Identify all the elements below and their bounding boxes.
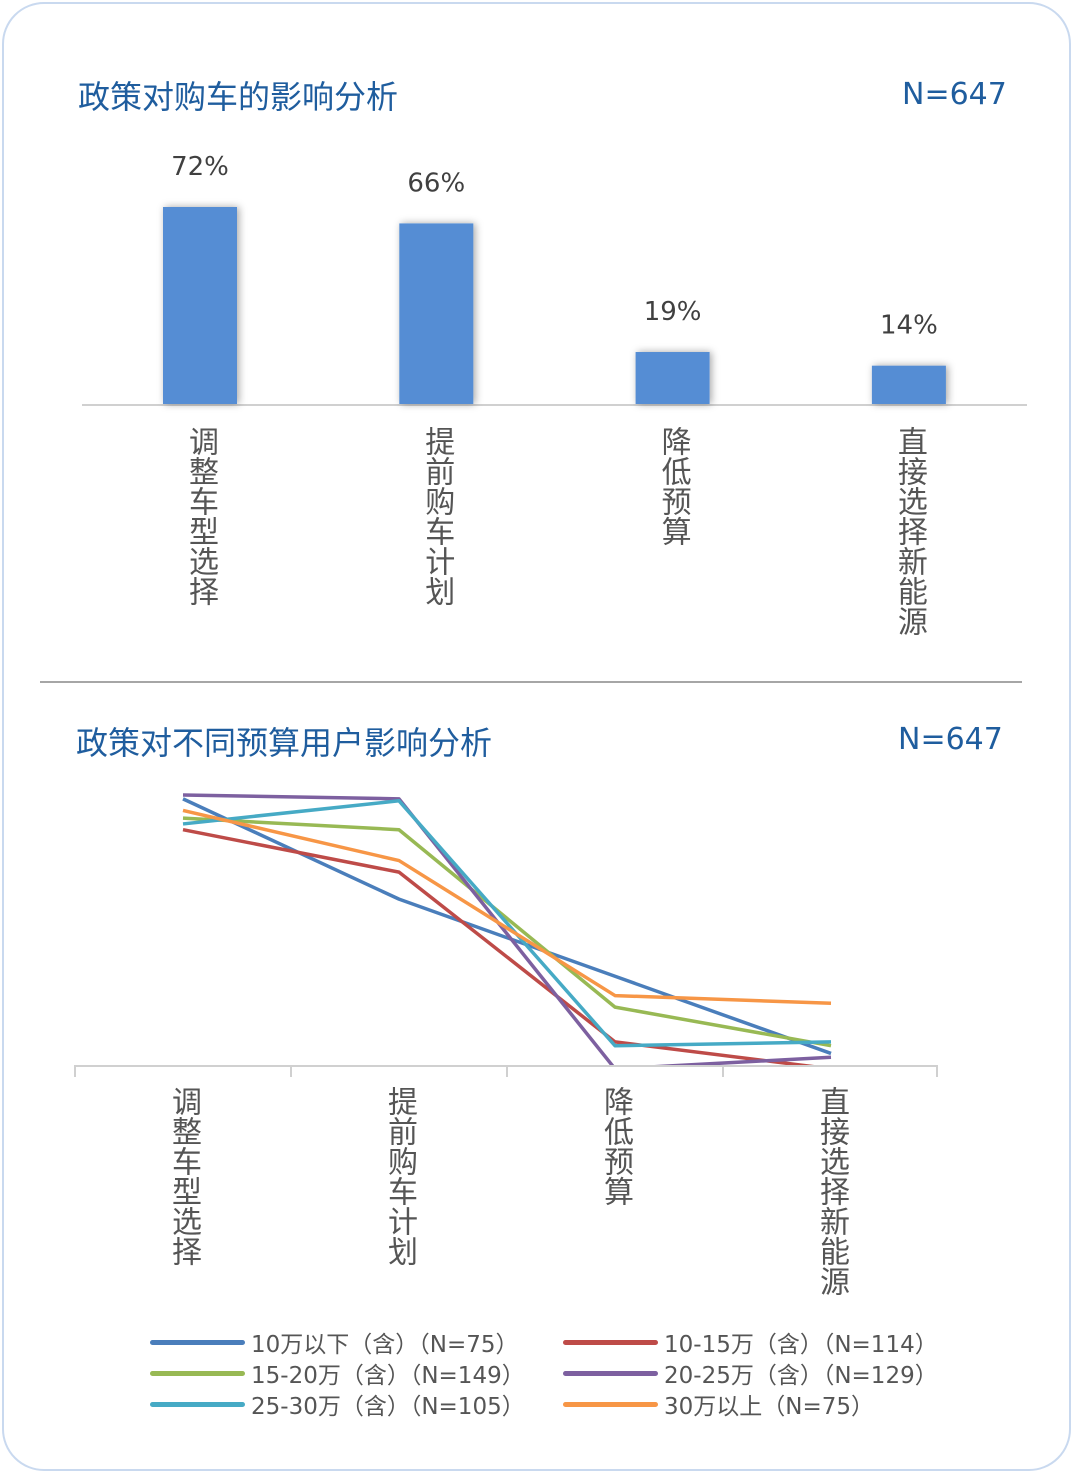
legend-label: 10万以下（含）（N=75） — [251, 1332, 519, 1358]
bar — [163, 207, 237, 404]
section-divider — [40, 681, 1022, 683]
legend-item: 10万以下（含）（N=75） — [150, 1325, 519, 1359]
bar-data-label: 66% — [407, 168, 465, 198]
bar-category-label: 提前购车计划 — [419, 426, 455, 606]
bar-category-label: 直接选择新能源 — [891, 426, 927, 636]
bar — [399, 223, 474, 404]
bar-category-label: 调整车型选择 — [183, 426, 218, 606]
legend-item: 15-20万（含）（N=149） — [150, 1356, 525, 1390]
legend-item: 20-25万（含）（N=129） — [563, 1356, 938, 1390]
legend-item: 10-15万（含）（N=114） — [563, 1325, 938, 1359]
bar-chart-sample-size: N=647 — [902, 77, 1007, 112]
bar — [871, 365, 946, 404]
legend-label: 30万以上（N=75） — [664, 1394, 875, 1420]
line-chart-sample-size: N=647 — [898, 722, 1003, 757]
legend-label: 10-15万（含）（N=114） — [664, 1332, 938, 1358]
bar-category-label: 降低预算 — [655, 426, 691, 546]
legend-swatch — [150, 1370, 245, 1376]
legend-item: 25-30万（含）（N=105） — [150, 1387, 525, 1421]
legend-label: 20-25万（含）（N=129） — [664, 1363, 938, 1389]
bar — [635, 352, 710, 404]
legend-swatch — [563, 1339, 658, 1345]
bar-data-label: 19% — [644, 297, 702, 327]
line-category-label: 降低预算 — [598, 1086, 633, 1206]
line-category-label: 提前购车计划 — [382, 1086, 417, 1266]
line-category-label: 调整车型选择 — [166, 1086, 201, 1266]
line-category-label: 直接选择新能源 — [814, 1086, 849, 1296]
legend-swatch — [150, 1339, 245, 1345]
legend-swatch — [150, 1401, 245, 1407]
bar-chart-title: 政策对购车的影响分析 — [78, 78, 399, 116]
legend-item: 30万以上（N=75） — [563, 1387, 874, 1421]
legend-swatch — [563, 1370, 658, 1376]
line-chart-title: 政策对不同预算用户影响分析 — [76, 724, 493, 762]
bar-chart: 72% 66% 19% 14% — [82, 152, 1027, 406]
bar-data-label: 72% — [171, 152, 229, 182]
legend-label: 15-20万（含）（N=149） — [251, 1363, 525, 1389]
legend-swatch — [563, 1401, 658, 1407]
bar-data-label: 14% — [880, 311, 938, 341]
legend-label: 25-30万（含）（N=105） — [251, 1394, 525, 1420]
